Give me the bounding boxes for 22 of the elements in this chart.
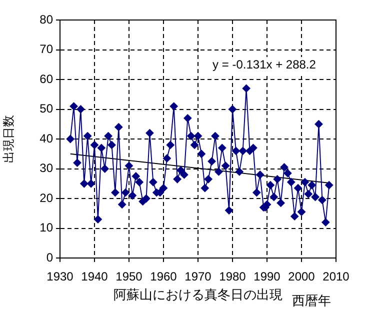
- text: 阿蘇山における真冬日の出現: [114, 287, 282, 302]
- x-tick-label: 1930: [46, 270, 74, 284]
- x-tick-label: 1970: [184, 270, 212, 284]
- x-tick-label: 1980: [219, 270, 246, 284]
- y-tick-label: 20: [40, 190, 54, 205]
- x-tick-label: 2010: [322, 270, 350, 284]
- x-tick-label: 1990: [254, 270, 281, 284]
- y-tick-label: 40: [40, 131, 54, 146]
- y-axis-title: 出現日数: [1, 115, 16, 163]
- y-tick-label: 50: [40, 102, 54, 116]
- x-tick-label: 2000: [288, 270, 316, 284]
- y-tick-label: 60: [40, 72, 54, 86]
- y-tick-label: 70: [40, 42, 54, 56]
- x-tick-label: 1950: [116, 270, 143, 284]
- x-axis-title: 西暦年: [292, 292, 331, 310]
- x-tick-label: 1940: [81, 270, 108, 284]
- y-tick-label: 0: [46, 250, 54, 264]
- y-tick-label: 80: [40, 12, 54, 26]
- x-tick-label: 1960: [150, 270, 178, 284]
- y-tick-label: 30: [40, 161, 54, 176]
- annotation: y = -0.131x + 288.2: [212, 57, 316, 72]
- y-tick-label: 10: [40, 220, 54, 235]
